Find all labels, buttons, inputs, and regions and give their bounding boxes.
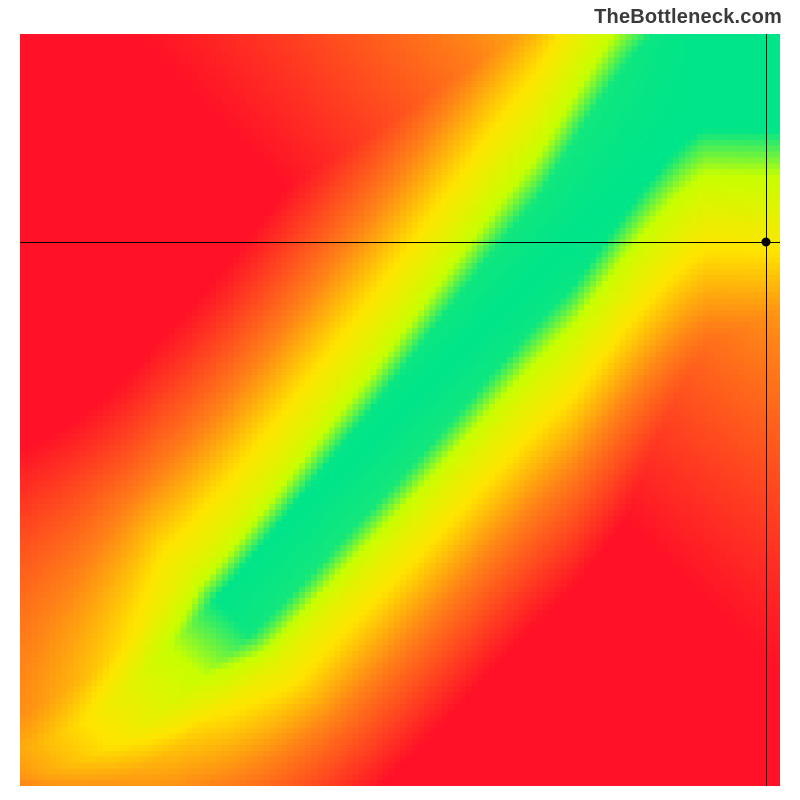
- heatmap-plot: [20, 34, 780, 786]
- crosshair-vertical: [766, 34, 767, 786]
- crosshair-dot: [761, 237, 770, 246]
- heatmap-canvas: [20, 34, 780, 786]
- crosshair-horizontal: [20, 242, 780, 243]
- watermark: TheBottleneck.com: [594, 6, 782, 29]
